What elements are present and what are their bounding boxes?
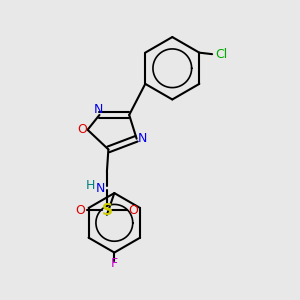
Text: S: S xyxy=(101,203,112,218)
Text: O: O xyxy=(77,123,87,136)
Text: N: N xyxy=(138,132,147,145)
Text: O: O xyxy=(75,204,85,217)
Text: O: O xyxy=(129,204,139,217)
Text: N: N xyxy=(96,182,105,194)
Text: H: H xyxy=(85,179,95,193)
Text: N: N xyxy=(93,103,103,116)
Text: Cl: Cl xyxy=(216,48,228,61)
Text: F: F xyxy=(111,257,118,270)
